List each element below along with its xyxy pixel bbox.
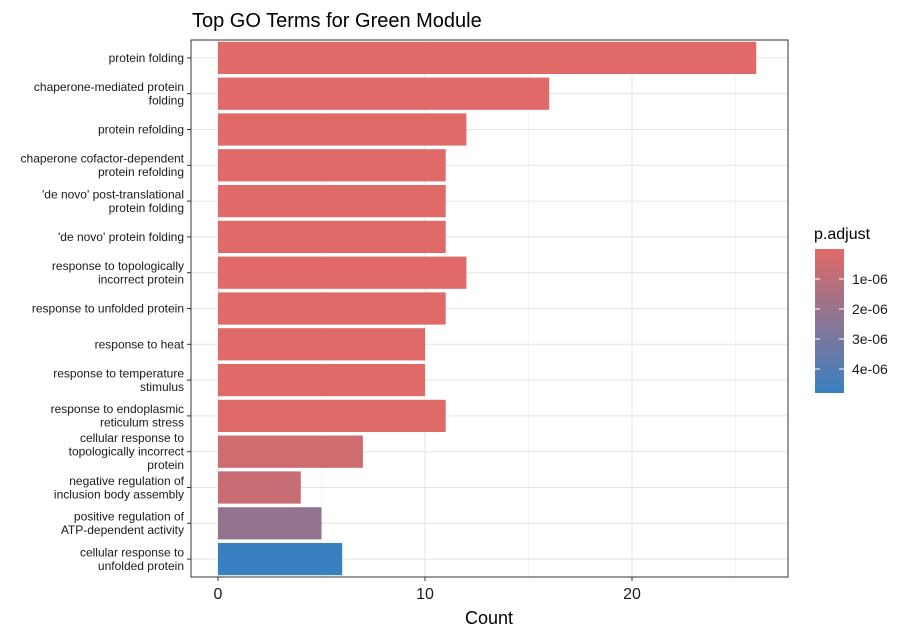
category-label: cellular response to unfolded protein <box>80 545 184 573</box>
x-axis-ticks: 0 10 20 <box>214 577 641 603</box>
x-tick-label: 20 <box>623 586 641 603</box>
category-label: chaperone cofactor-dependent protein refo… <box>21 152 185 180</box>
bar <box>218 435 363 468</box>
x-axis-title: Count <box>465 608 513 628</box>
bar <box>218 328 425 361</box>
bar <box>218 256 467 289</box>
category-label: response to endoplasmic reticulum stress <box>51 402 184 430</box>
legend-label: 3e-06 <box>852 331 888 347</box>
legend-label: 1e-06 <box>852 271 888 287</box>
category-label: positive regulation of ATP-dependent acti… <box>61 510 185 538</box>
category-label: protein folding <box>109 51 184 65</box>
bar <box>218 363 425 397</box>
category-label: cellular response to topologically incorr… <box>69 431 185 472</box>
legend-title: p.adjust <box>814 226 871 243</box>
category-label: 'de novo' protein folding <box>58 230 184 244</box>
category-label: protein refolding <box>98 123 184 137</box>
category-label: negative regulation of inclusion body ass… <box>54 474 185 502</box>
bar <box>218 542 343 576</box>
bar <box>218 507 322 540</box>
legend-colorbar <box>815 249 844 393</box>
category-label: chaperone-mediated protein folding <box>34 80 184 108</box>
category-label: 'de novo' post-translational protein fold… <box>42 187 184 215</box>
legend-ticks: 1e-06 2e-06 3e-06 4e-06 <box>815 271 888 377</box>
category-label: response to unfolded protein <box>32 302 184 316</box>
legend-label: 2e-06 <box>852 301 888 317</box>
bar <box>218 41 757 75</box>
x-tick-label: 0 <box>214 586 223 603</box>
color-legend: p.adjust 1e-06 2e-06 3e-06 4e-06 <box>814 226 888 393</box>
legend-label: 4e-06 <box>852 361 888 377</box>
category-label: response to temperature stimulus <box>53 366 184 394</box>
category-label: response to topologically incorrect prote… <box>52 259 184 287</box>
category-labels: protein folding chaperone-mediated protei… <box>21 51 191 573</box>
bar <box>218 149 446 182</box>
bar <box>218 292 446 325</box>
bar <box>218 399 446 433</box>
bar <box>218 113 467 146</box>
bars <box>218 41 757 576</box>
bar <box>218 77 550 110</box>
chart-title: Top GO Terms for Green Module <box>192 10 482 32</box>
bar <box>218 220 446 254</box>
bar <box>218 184 446 218</box>
x-tick-label: 10 <box>416 586 434 603</box>
bar <box>218 471 301 504</box>
category-label: response to heat <box>95 337 185 351</box>
